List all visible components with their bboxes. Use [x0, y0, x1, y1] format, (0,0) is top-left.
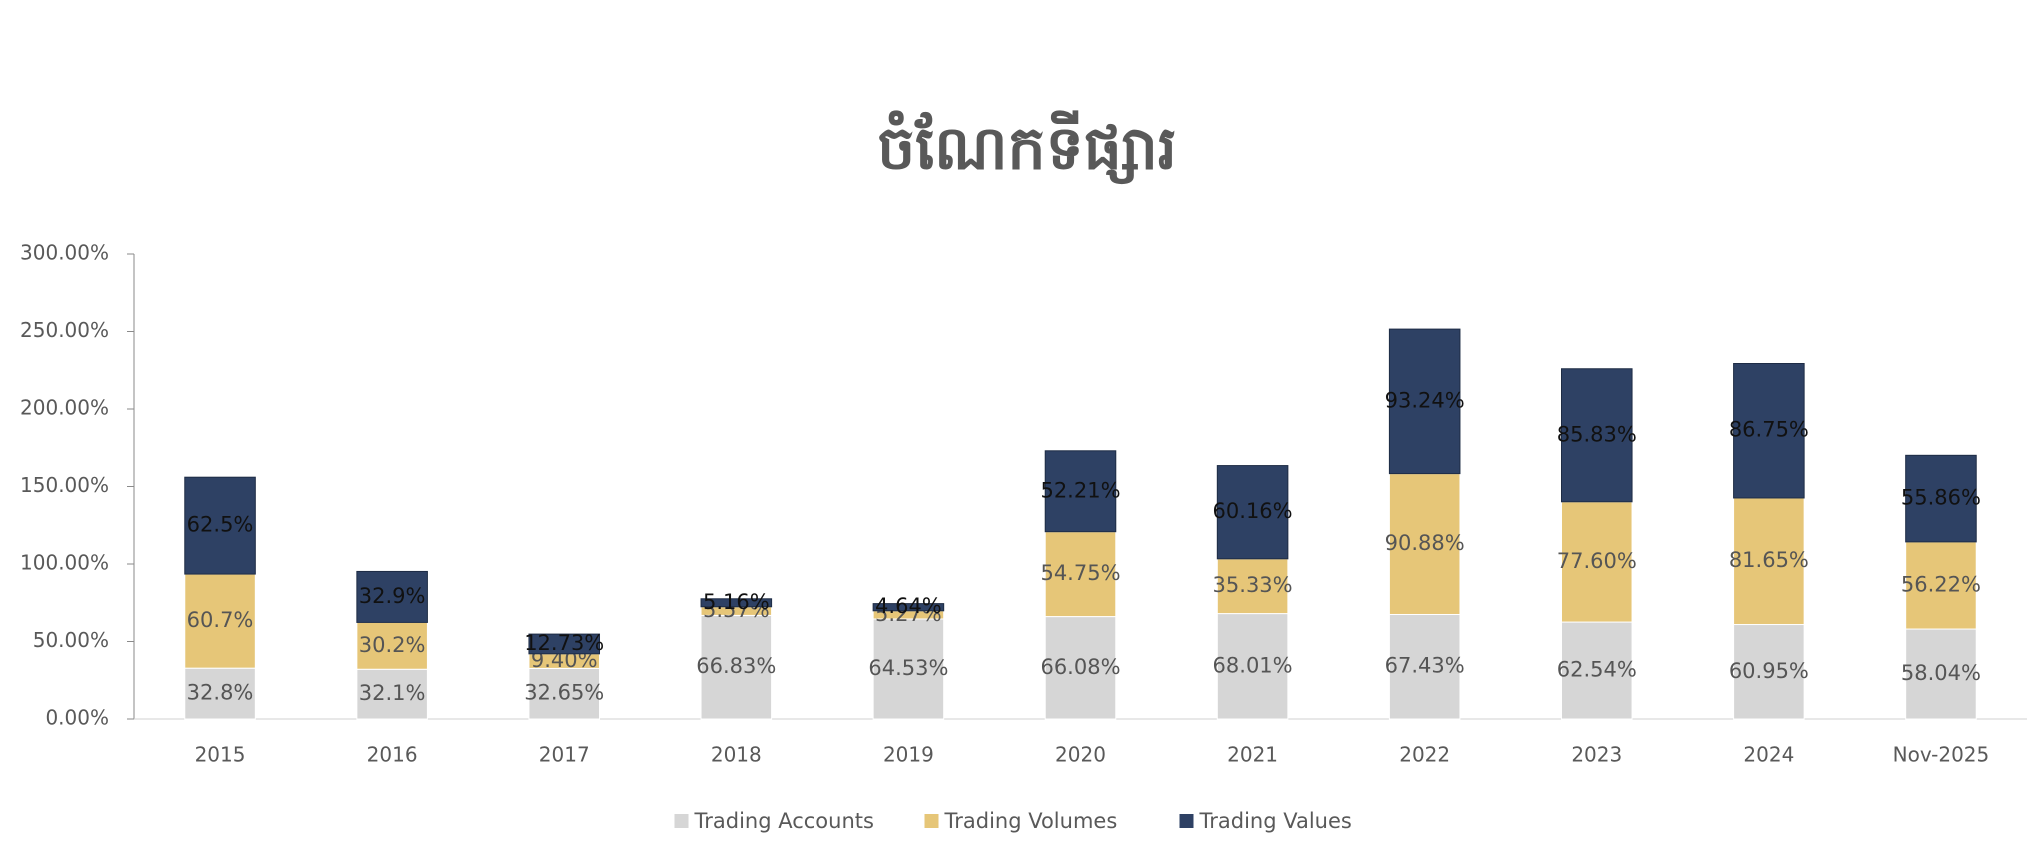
x-tick-label: 2017: [539, 743, 590, 767]
bar-segment: [1044, 616, 1117, 720]
data-label: 66.08%: [1040, 655, 1120, 679]
bar-segment: [1733, 497, 1805, 626]
data-label: 12.73%: [524, 631, 604, 655]
bar-segment: [1560, 621, 1633, 720]
x-tick-label: 2020: [1055, 743, 1106, 767]
data-label: 35.33%: [1213, 573, 1293, 597]
data-label: 86.75%: [1729, 418, 1809, 442]
x-tick-label: 2016: [367, 743, 418, 767]
data-label: 4.64%: [875, 594, 942, 618]
bar-segment: [1560, 368, 1633, 503]
bar-segment: [1388, 613, 1461, 720]
data-label: 62.54%: [1557, 658, 1637, 682]
data-label: 77.60%: [1557, 549, 1637, 573]
bar-segment: [1216, 465, 1289, 560]
data-label: 93.24%: [1385, 388, 1465, 412]
data-label: 58.04%: [1901, 661, 1981, 685]
bar-segment: [700, 614, 773, 720]
bar-segment: [1044, 450, 1117, 533]
y-tick-label: 100.00%: [20, 551, 109, 575]
bar-segment: [872, 603, 945, 612]
x-tick-label: 2019: [883, 743, 934, 767]
x-tick-label: Nov-2025: [1893, 743, 1990, 767]
legend-label: Trading Volumes: [944, 809, 1118, 833]
data-label: 30.2%: [359, 633, 426, 657]
bar-segment: [1044, 531, 1117, 618]
data-label: 67.43%: [1385, 654, 1465, 678]
data-label: 55.86%: [1901, 486, 1981, 510]
x-tick-label: 2022: [1399, 743, 1450, 767]
bar-segment: [1216, 558, 1289, 615]
legend-swatch: [1179, 814, 1194, 828]
bar-segment: [356, 570, 428, 623]
data-label: 60.16%: [1213, 499, 1293, 523]
bar-segment: [1905, 454, 1977, 543]
data-label: 90.88%: [1385, 531, 1465, 555]
data-label: 32.9%: [359, 584, 426, 608]
data-label: 85.83%: [1557, 422, 1637, 446]
y-tick-label: 200.00%: [20, 396, 109, 420]
legend-label: Trading Values: [1199, 809, 1352, 833]
y-tick-label: 150.00%: [20, 473, 109, 497]
data-label: 68.01%: [1213, 653, 1293, 677]
bar-segment: [1216, 613, 1289, 720]
bar-segment: [1733, 624, 1805, 720]
bar-segment: [1560, 501, 1633, 623]
y-tick-label: 300.00%: [20, 241, 109, 265]
data-label: 32.1%: [359, 681, 426, 705]
x-tick-label: 2024: [1743, 743, 1794, 767]
bar-segment: [356, 668, 428, 720]
legend-swatch: [924, 814, 939, 828]
data-label: 81.65%: [1729, 548, 1809, 572]
data-label: 66.83%: [696, 654, 776, 678]
data-label: 60.95%: [1729, 659, 1809, 683]
bar-segment: [872, 618, 945, 720]
bar-segment: [184, 667, 256, 720]
x-tick-label: 2021: [1227, 743, 1278, 767]
bar-segment: [1905, 541, 1977, 630]
y-tick-label: 50.00%: [33, 628, 109, 652]
data-label: 5.16%: [703, 590, 770, 614]
legend-label: Trading Accounts: [694, 809, 874, 833]
bar-segment: [528, 633, 601, 655]
data-label: 54.75%: [1040, 561, 1120, 585]
data-label: 32.8%: [187, 681, 254, 705]
data-label: 32.65%: [524, 681, 604, 705]
bar-segment: [1388, 473, 1461, 615]
data-label: 56.22%: [1901, 572, 1981, 596]
bar-segment: [184, 476, 256, 575]
x-tick-label: 2018: [711, 743, 762, 767]
data-label: 62.5%: [187, 513, 254, 537]
data-label: 64.53%: [868, 656, 948, 680]
bar-segment: [1388, 328, 1461, 475]
bar-segment: [184, 573, 256, 669]
x-tick-label: 2023: [1571, 743, 1622, 767]
x-tick-label: 2015: [195, 743, 246, 767]
chart-title: ចំណែកទីផ្សារ: [877, 110, 1177, 185]
bar-segment: [356, 621, 428, 670]
legend-swatch: [674, 814, 689, 828]
bar-segment: [1733, 363, 1805, 499]
data-label: 52.21%: [1040, 478, 1120, 502]
y-tick-label: 0.00%: [45, 706, 109, 730]
data-label: 60.7%: [187, 608, 254, 632]
bar-segment: [700, 598, 773, 608]
y-tick-label: 250.00%: [20, 318, 109, 342]
